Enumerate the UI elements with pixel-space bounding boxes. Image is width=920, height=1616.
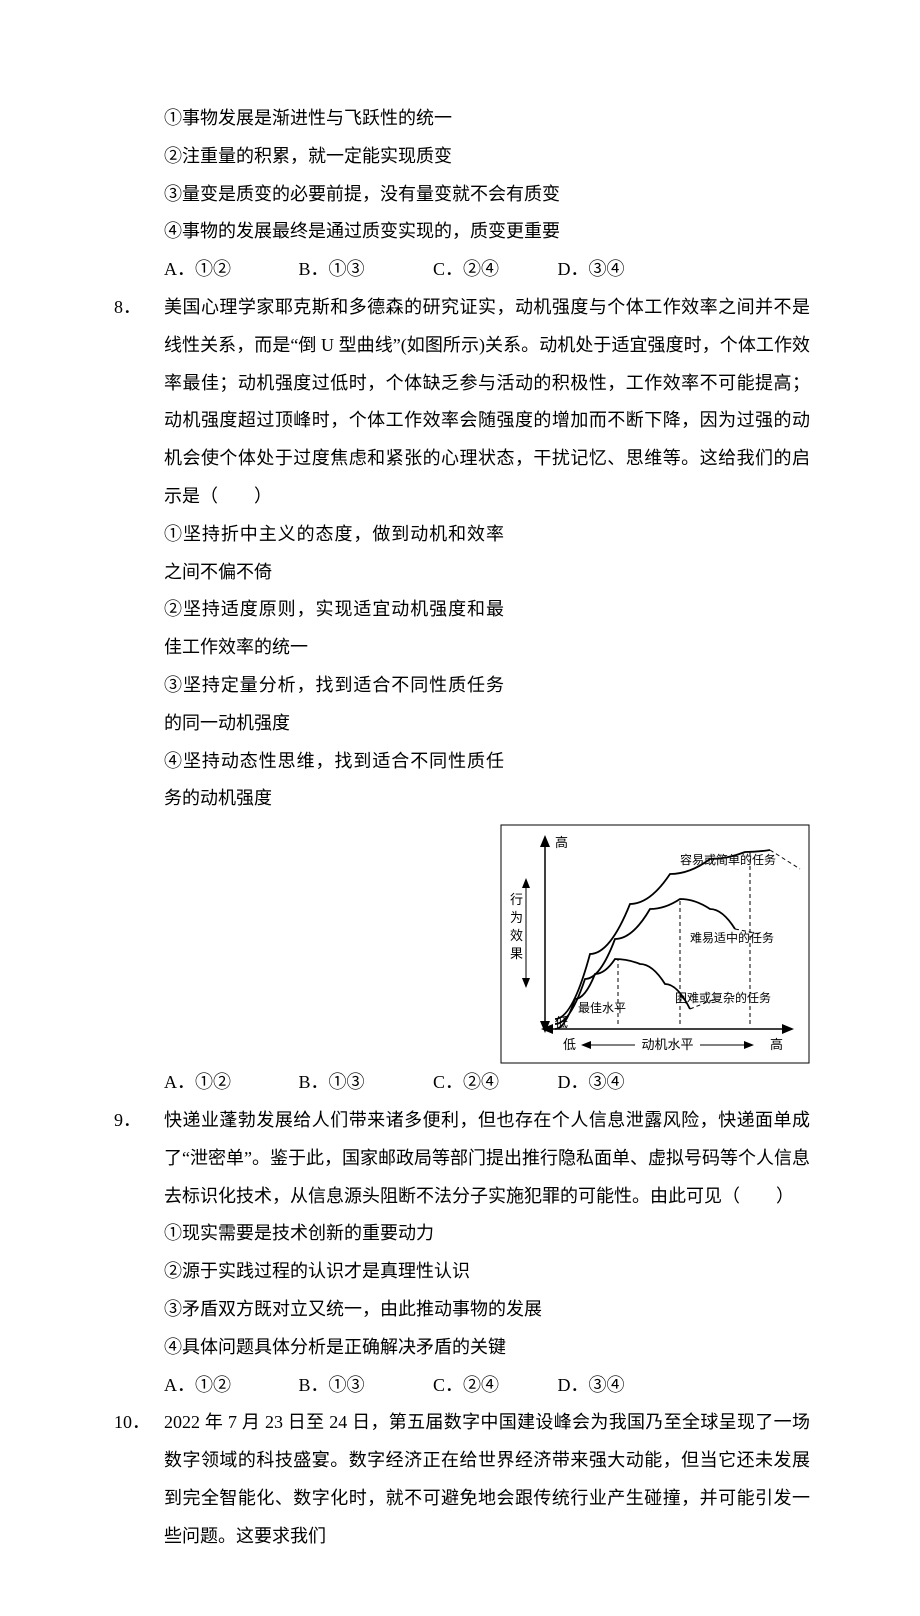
svg-text:低: 低 [563, 1037, 576, 1052]
svg-text:困难或复杂的任务: 困难或复杂的任务 [675, 990, 771, 1005]
question-8: 8． 美国心理学家耶克斯和多德森的研究证实，动机强度与个体工作效率之间并不是线性… [110, 289, 810, 1102]
q9-option-d: D．③④ [558, 1367, 658, 1405]
q9-option-a: A．①② [164, 1367, 294, 1405]
q8-statement-3: ③坚持定量分析，找到适合不同性质任务的同一动机强度 [164, 667, 504, 743]
q7-options: A．①② B．①③ C．②④ D．③④ [110, 251, 810, 289]
q8-option-d: D．③④ [558, 1064, 658, 1102]
q7-option-c: C．②④ [433, 251, 553, 289]
svg-text:动机水平: 动机水平 [642, 1037, 694, 1052]
q8-option-c: C．②④ [433, 1064, 553, 1102]
svg-text:容易或简单的任务: 容易或简单的任务 [680, 852, 776, 867]
svg-text:最佳水平: 最佳水平 [578, 1001, 626, 1015]
q8-options: A．①② B．①③ C．②④ D．③④ [164, 1064, 810, 1102]
q7-statement-4: ④事物的发展最终是通过质变实现的，质变更重要 [110, 213, 810, 251]
q10-number: 10． [114, 1404, 150, 1442]
svg-text:高: 高 [555, 835, 568, 850]
q9-option-c: C．②④ [433, 1367, 553, 1405]
q9-stem: 快递业蓬勃发展给人们带来诸多便利，但也存在个人信息泄露风险，快递面单成了“泄密单… [164, 1102, 810, 1215]
q8-chart: 高低行为效果低高动机水平容易或简单的任务难易适中的任务困难或复杂的任务最佳水平 [500, 824, 810, 1064]
q8-statement-4: ④坚持动态性思维，找到适合不同性质任务的动机强度 [164, 743, 504, 819]
svg-text:行: 行 [510, 892, 523, 907]
q7-option-b: B．①③ [299, 251, 429, 289]
q9-statement-4: ④具体问题具体分析是正确解决矛盾的关键 [164, 1329, 810, 1367]
q8-option-a: A．①② [164, 1064, 294, 1102]
q8-statement-1: ①坚持折中主义的态度，做到动机和效率之间不偏不倚 [164, 516, 504, 592]
question-9: 9． 快递业蓬勃发展给人们带来诸多便利，但也存在个人信息泄露风险，快递面单成了“… [110, 1102, 810, 1404]
svg-text:高: 高 [770, 1037, 783, 1052]
q9-number: 9． [114, 1102, 141, 1140]
q10-stem: 2022 年 7 月 23 日至 24 日，第五届数字中国建设峰会为我国乃至全球… [164, 1404, 810, 1555]
q8-statement-2: ②坚持适度原则，实现适宜动机强度和最佳工作效率的统一 [164, 591, 504, 667]
q7-option-d: D．③④ [558, 251, 658, 289]
q7-statement-2: ②注重量的积累，就一定能实现质变 [110, 138, 810, 176]
q9-option-b: B．①③ [299, 1367, 429, 1405]
svg-text:难易适中的任务: 难易适中的任务 [690, 930, 774, 945]
q8-number: 8． [114, 289, 141, 327]
q8-stem: 美国心理学家耶克斯和多德森的研究证实，动机强度与个体工作效率之间并不是线性关系，… [164, 289, 810, 516]
q9-statement-2: ②源于实践过程的认识才是真理性认识 [164, 1253, 810, 1291]
svg-text:为: 为 [510, 910, 523, 925]
exam-page: ①事物发展是渐进性与飞跃性的统一 ②注重量的积累，就一定能实现质变 ③量变是质变… [0, 0, 920, 1616]
svg-text:效: 效 [510, 928, 523, 943]
q9-options: A．①② B．①③ C．②④ D．③④ [164, 1367, 810, 1405]
q7-option-a: A．①② [164, 251, 294, 289]
svg-text:果: 果 [510, 946, 523, 961]
q9-statement-1: ①现实需要是技术创新的重要动力 [164, 1215, 810, 1253]
q8-option-b: B．①③ [299, 1064, 429, 1102]
q9-statement-3: ③矛盾双方既对立又统一，由此推动事物的发展 [164, 1291, 810, 1329]
q7-statement-3: ③量变是质变的必要前提，没有量变就不会有质变 [110, 176, 810, 214]
q7-statement-1: ①事物发展是渐进性与飞跃性的统一 [110, 100, 810, 138]
question-10: 10． 2022 年 7 月 23 日至 24 日，第五届数字中国建设峰会为我国… [110, 1404, 810, 1555]
